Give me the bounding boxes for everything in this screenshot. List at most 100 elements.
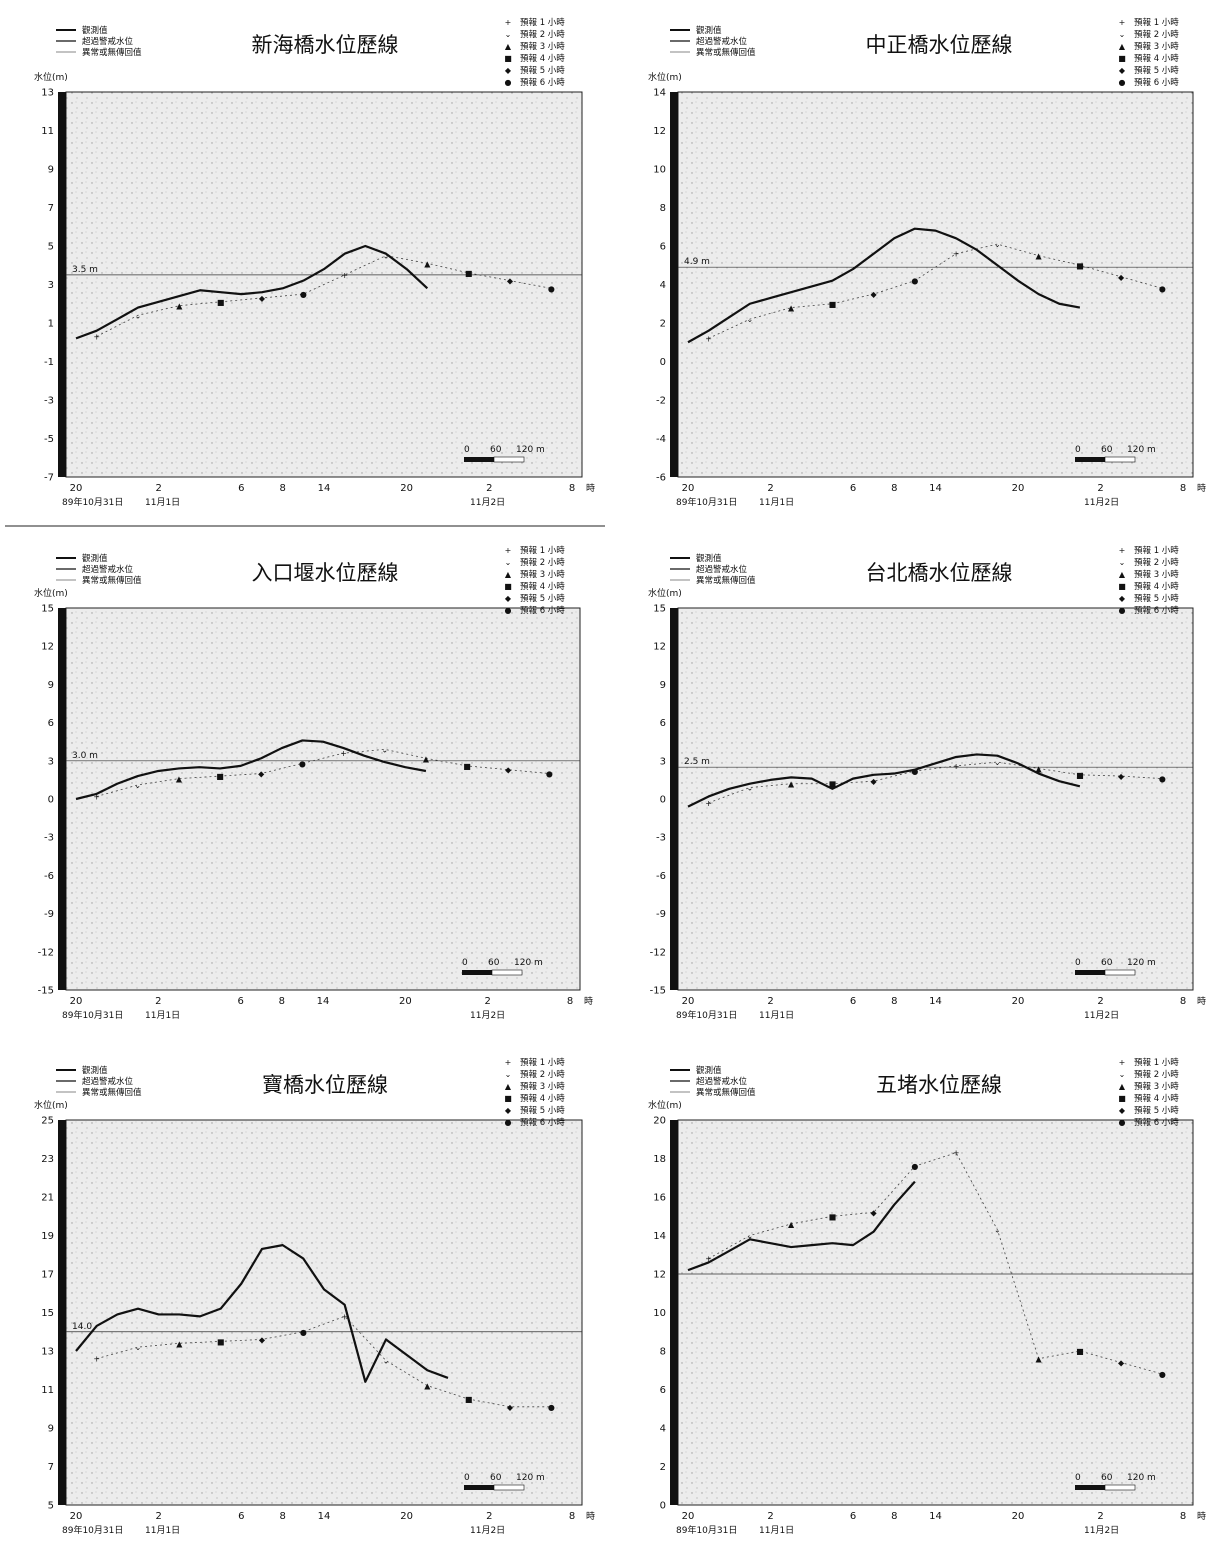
- forecast-point: ●: [911, 767, 918, 776]
- forecast-marker-icon: ●: [505, 78, 512, 87]
- forecast-legend-label: 預報 2 小時: [1134, 557, 1179, 568]
- y-axis-bar: [58, 92, 66, 477]
- legend-label: 超過警戒水位: [696, 36, 748, 47]
- forecast-point: +: [953, 1149, 960, 1158]
- forecast-point: +: [93, 792, 100, 801]
- x-tick-label: 8: [1180, 996, 1186, 1007]
- forecast-point: ●: [1159, 284, 1166, 293]
- scale-bar-segment: [1104, 969, 1136, 976]
- y-axis-bar: [58, 1120, 66, 1505]
- y-tick-label: 15: [41, 1308, 54, 1319]
- forecast-point: +: [93, 1355, 100, 1364]
- x-tick-label: 8: [891, 1511, 897, 1522]
- y-tick-label: 17: [41, 1270, 54, 1281]
- forecast-legend-label: 預報 3 小時: [1134, 41, 1179, 52]
- y-tick-label: 2: [660, 1462, 666, 1473]
- forecast-point: ■: [465, 1395, 473, 1404]
- y-tick-label: 11: [41, 126, 54, 137]
- forecast-marker-icon: ▲: [505, 42, 512, 51]
- forecast-point: ■: [829, 300, 837, 309]
- y-tick-label: -15: [650, 986, 666, 997]
- x-tick-label: 14: [929, 483, 942, 494]
- legend-label: 觀測值: [82, 25, 108, 36]
- forecast-marker-icon: ⌄: [505, 30, 512, 39]
- forecast-point: ■: [463, 762, 471, 771]
- forecast-point: ▲: [788, 304, 795, 313]
- forecast-legend-label: 預報 1 小時: [1134, 17, 1179, 28]
- forecast-legend-label: 預報 5 小時: [520, 593, 565, 604]
- scale-label: 120 m: [1127, 958, 1156, 968]
- chart-title: 中正橋水位歷線: [866, 33, 1013, 57]
- forecast-point: ▲: [1036, 1355, 1043, 1364]
- forecast-point: ⌄: [381, 745, 388, 754]
- y-tick-label: -12: [38, 947, 54, 958]
- x-tick-label: 2: [486, 483, 492, 494]
- y-tick-label: 12: [653, 642, 666, 653]
- forecast-track: [708, 1152, 1163, 1375]
- date-label: 11月2日: [1084, 497, 1119, 508]
- y-tick-label: 14: [653, 1231, 666, 1242]
- x-unit-label: 時: [1197, 483, 1206, 494]
- forecast-legend-label: 預報 2 小時: [1134, 1069, 1179, 1080]
- threshold-label: 4.9 m: [684, 257, 710, 267]
- forecast-point: ◆: [507, 1403, 514, 1412]
- forecast-point: ●: [299, 759, 306, 768]
- forecast-marker-icon: ◆: [505, 1106, 512, 1115]
- y-tick-label: 15: [41, 604, 54, 615]
- forecast-marker-icon: ◆: [505, 66, 512, 75]
- y-tick-label: -9: [44, 909, 54, 920]
- x-tick-label: 20: [682, 483, 695, 494]
- forecast-point: ▲: [176, 1339, 183, 1348]
- legend-label: 觀測值: [82, 1065, 108, 1076]
- x-tick-label: 8: [1180, 1511, 1186, 1522]
- y-tick-label: 19: [41, 1231, 54, 1242]
- forecast-marker-icon: ●: [505, 606, 512, 615]
- x-tick-label: 20: [70, 1511, 83, 1522]
- legend-label: 異常或無傳回值: [696, 1087, 756, 1098]
- y-axis-label: 水位(m): [648, 587, 682, 599]
- x-tick-label: 2: [486, 1511, 492, 1522]
- y-axis-label: 水位(m): [648, 1099, 682, 1111]
- forecast-legend-label: 預報 1 小時: [520, 545, 565, 556]
- forecast-point: ●: [1159, 1370, 1166, 1379]
- x-tick-label: 20: [1012, 996, 1025, 1007]
- forecast-point: ▲: [788, 780, 795, 789]
- y-tick-label: 5: [48, 242, 54, 253]
- legend-label: 觀測值: [696, 1065, 722, 1076]
- x-tick-label: 20: [1012, 1511, 1025, 1522]
- forecast-marker-icon: ◆: [1119, 66, 1126, 75]
- forecast-marker-icon: ⌄: [1119, 558, 1126, 567]
- y-tick-label: 3: [48, 280, 54, 291]
- forecast-point: ▲: [423, 754, 430, 763]
- y-tick-label: 3: [660, 756, 666, 767]
- forecast-point: ■: [465, 269, 473, 278]
- date-label: 11月2日: [1084, 1525, 1119, 1536]
- x-tick-label: 8: [891, 996, 897, 1007]
- forecast-point: +: [341, 1312, 348, 1321]
- scale-label: 0: [462, 958, 468, 968]
- x-tick-label: 2: [1097, 996, 1103, 1007]
- forecast-legend-label: 預報 6 小時: [520, 1117, 565, 1128]
- x-tick-label: 8: [891, 483, 897, 494]
- forecast-point: ◆: [1118, 273, 1125, 282]
- forecast-point: ◆: [871, 1208, 878, 1217]
- forecast-legend-label: 預報 5 小時: [1134, 65, 1179, 76]
- forecast-legend-label: 預報 5 小時: [520, 65, 565, 76]
- y-tick-label: 5: [48, 1501, 54, 1512]
- forecast-legend-label: 預報 6 小時: [1134, 1117, 1179, 1128]
- plot-area: [677, 1119, 1194, 1506]
- forecast-legend-label: 預報 5 小時: [520, 1105, 565, 1116]
- x-tick-label: 2: [767, 1511, 773, 1522]
- forecast-point: ●: [911, 277, 918, 286]
- x-tick-label: 8: [569, 1511, 575, 1522]
- forecast-marker-icon: ●: [1119, 1118, 1126, 1127]
- forecast-point: ▲: [1036, 252, 1043, 261]
- forecast-point: ⌄: [134, 781, 141, 790]
- scale-bar-segment: [491, 969, 523, 976]
- forecast-point: ⌄: [135, 311, 142, 320]
- y-axis-bar: [670, 1120, 678, 1505]
- date-label: 11月2日: [1084, 1010, 1119, 1021]
- scale-label: 60: [490, 1473, 502, 1483]
- date-label: 11月2日: [470, 1525, 505, 1536]
